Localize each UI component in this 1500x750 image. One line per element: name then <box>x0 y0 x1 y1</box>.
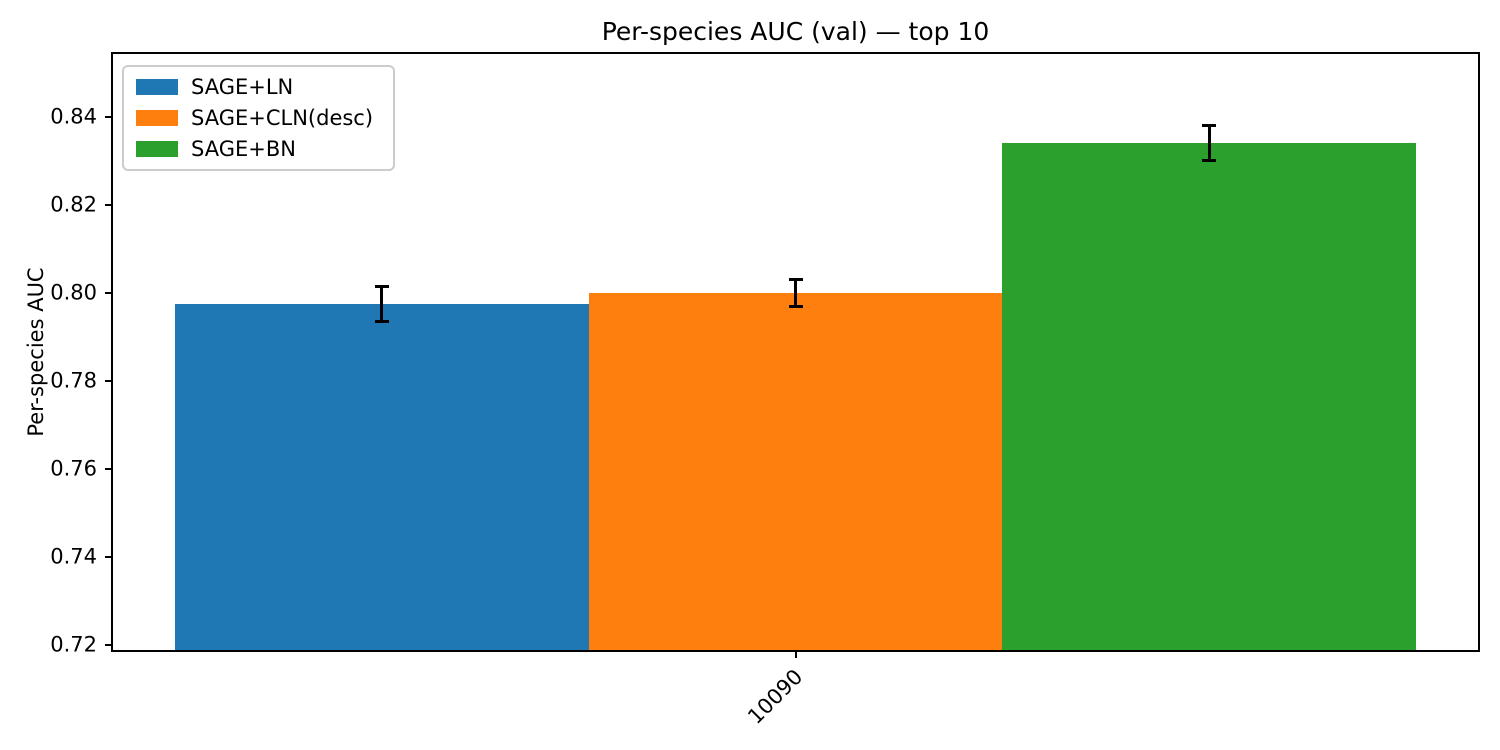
y-tick-label: 0.76 <box>50 456 97 481</box>
y-tick-label: 0.74 <box>50 544 97 569</box>
y-tick-mark <box>105 556 113 559</box>
y-tick-label: 0.72 <box>50 632 97 657</box>
x-tick-label: 10090 <box>743 664 808 729</box>
y-tick-mark <box>105 292 113 295</box>
y-tick-label: 0.80 <box>50 280 97 305</box>
bar-sage-bn <box>1002 143 1416 650</box>
legend-label: SAGE+LN <box>191 75 294 99</box>
error-bar-cap <box>1202 124 1217 128</box>
error-bar-cap <box>788 304 803 308</box>
y-tick-label: 0.84 <box>50 104 97 129</box>
bar-sage-cln-desc- <box>588 293 1003 650</box>
chart-title: Per-species AUC (val) — top 10 <box>601 17 990 46</box>
x-tick-mark <box>794 650 797 658</box>
legend: SAGE+LN SAGE+CLN(desc) SAGE+BN <box>122 65 396 171</box>
error-bar-cap <box>374 320 389 324</box>
legend-swatch-icon <box>136 79 178 95</box>
legend-label: SAGE+BN <box>191 137 296 161</box>
y-tick-label: 0.82 <box>50 192 97 217</box>
legend-item: SAGE+LN <box>136 75 373 99</box>
y-tick-mark <box>105 203 113 206</box>
legend-item: SAGE+BN <box>136 137 373 161</box>
y-tick-mark <box>105 115 113 118</box>
y-tick-mark <box>105 468 113 471</box>
bar-sage-ln <box>175 304 589 650</box>
y-tick-label: 0.78 <box>50 368 97 393</box>
error-bar-cap <box>374 284 389 288</box>
y-tick-mark <box>105 380 113 383</box>
error-bar-line <box>794 279 797 307</box>
error-bar-line <box>1207 125 1211 161</box>
error-bar-cap <box>788 278 803 282</box>
legend-swatch-icon <box>136 110 178 126</box>
y-tick-mark <box>105 644 113 647</box>
legend-label: SAGE+CLN(desc) <box>191 106 374 130</box>
error-bar-line <box>380 286 384 322</box>
legend-swatch-icon <box>136 141 178 157</box>
legend-item: SAGE+CLN(desc) <box>136 106 373 130</box>
error-bar-cap <box>1202 159 1217 163</box>
